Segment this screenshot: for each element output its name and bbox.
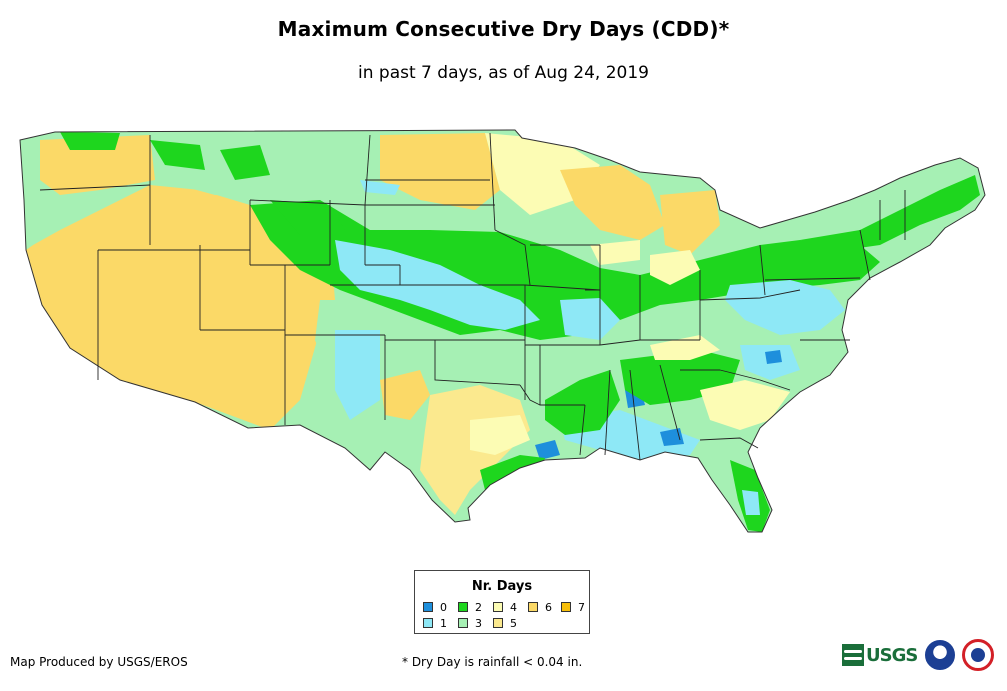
noaa-logo-icon (925, 640, 955, 670)
map-credit: Map Produced by USGS/EROS (10, 655, 188, 669)
legend-label: 5 (510, 617, 517, 630)
usgs-wave-icon (842, 644, 864, 666)
legend-swatch (423, 602, 433, 612)
legend-swatch (493, 602, 503, 612)
legend-label: 0 (440, 601, 447, 614)
legend-swatch (458, 618, 468, 628)
legend-swatch (561, 602, 571, 612)
usgs-logo-text: USGS (866, 644, 918, 666)
usgs-logo-icon: USGS (842, 640, 920, 670)
us-dry-days-map (19, 129, 986, 533)
legend-title: Nr. Days (471, 579, 533, 594)
dry-day-footnote: * Dry Day is rainfall < 0.04 in. (402, 655, 583, 669)
legend-label: 1 (440, 617, 447, 630)
nws-logo-icon (962, 639, 994, 671)
legend-label: 7 (578, 601, 585, 614)
legend-label: 2 (475, 601, 482, 614)
legend-swatch (528, 602, 538, 612)
legend-swatch (493, 618, 503, 628)
legend-label: 4 (510, 601, 517, 614)
legend-swatch (423, 618, 433, 628)
legend-label: 3 (475, 617, 482, 630)
legend-swatch (458, 602, 468, 612)
map-subtitle: in past 7 days, as of Aug 24, 2019 (358, 63, 649, 83)
legend-label: 6 (545, 601, 552, 614)
map-title: Maximum Consecutive Dry Days (CDD)* (277, 17, 730, 41)
legend: Nr. Days 0 1 2 3 4 5 6 7 (414, 570, 590, 634)
